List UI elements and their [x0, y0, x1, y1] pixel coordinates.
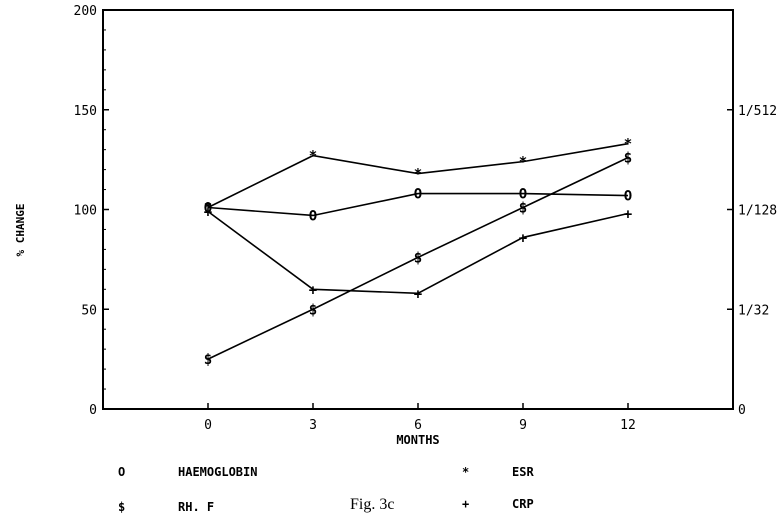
- data-point-1: *: [309, 149, 317, 165]
- x-axis-label: MONTHS: [396, 433, 439, 447]
- y-tick-label: 200: [74, 4, 97, 19]
- x-tick-label: 0: [204, 418, 212, 433]
- data-point-0: O: [309, 208, 317, 224]
- legend-label-haemoglobin: HAEMOGLOBIN: [178, 465, 258, 479]
- data-point-3: +: [204, 204, 212, 220]
- data-point-2: $: [624, 151, 632, 167]
- legend-item-esr: * ESR: [462, 465, 534, 479]
- legend-item-haemoglobin: O HAEMOGLOBIN: [118, 465, 257, 479]
- y2-tick-label: 1/32: [738, 303, 769, 318]
- legend-marker-haemoglobin: O: [118, 465, 126, 479]
- data-point-3: +: [624, 206, 632, 222]
- y2-tick-label: 0: [738, 403, 746, 418]
- data-point-0: O: [204, 201, 212, 217]
- figure-caption: Fig. 3c: [350, 496, 395, 513]
- legend-label-esr: ESR: [512, 465, 534, 479]
- data-point-2: $: [414, 250, 422, 266]
- x-tick-label: 3: [309, 418, 317, 433]
- data-point-1: *: [519, 155, 527, 171]
- x-tick-label: 6: [414, 418, 422, 433]
- legend-item-crp: + CRP: [462, 497, 534, 511]
- series-line-3: [207, 210, 629, 295]
- data-point-1: *: [414, 167, 422, 183]
- y-tick-label: 0: [89, 403, 97, 418]
- legend-item-rhf: $ RH. F: [118, 500, 214, 514]
- data-point-2: $: [309, 302, 317, 318]
- series-line-1: [207, 142, 629, 209]
- legend-label-crp: CRP: [512, 497, 534, 511]
- data-point-0: O: [414, 187, 422, 203]
- legend-label-rhf: RH. F: [178, 500, 215, 514]
- data-point-2: $: [204, 352, 212, 368]
- y-tick-label: 150: [74, 104, 97, 119]
- y2-tick-label: 1/512: [738, 104, 777, 119]
- data-point-1: *: [624, 137, 632, 153]
- y-tick-label: 100: [74, 204, 97, 219]
- plot-frame: [102, 9, 734, 410]
- y2-tick-label: 1/128: [738, 204, 777, 219]
- legend-marker-rhf: $: [118, 500, 126, 514]
- y-tick-label: 50: [81, 303, 97, 318]
- legend-marker-crp: +: [462, 497, 470, 511]
- data-point-3: +: [414, 286, 422, 302]
- x-tick-label: 9: [519, 418, 527, 433]
- data-point-2: $: [519, 201, 527, 217]
- data-point-1: *: [204, 201, 212, 217]
- x-tick-label: 12: [620, 418, 636, 433]
- data-point-0: O: [624, 189, 632, 205]
- data-point-0: O: [519, 187, 527, 203]
- data-point-3: +: [519, 230, 527, 246]
- data-point-3: +: [309, 282, 317, 298]
- legend-marker-esr: *: [462, 465, 470, 479]
- y-axis-label: % CHANGE: [14, 204, 27, 257]
- series-line-0: [207, 192, 629, 217]
- series-line-2: [207, 156, 629, 360]
